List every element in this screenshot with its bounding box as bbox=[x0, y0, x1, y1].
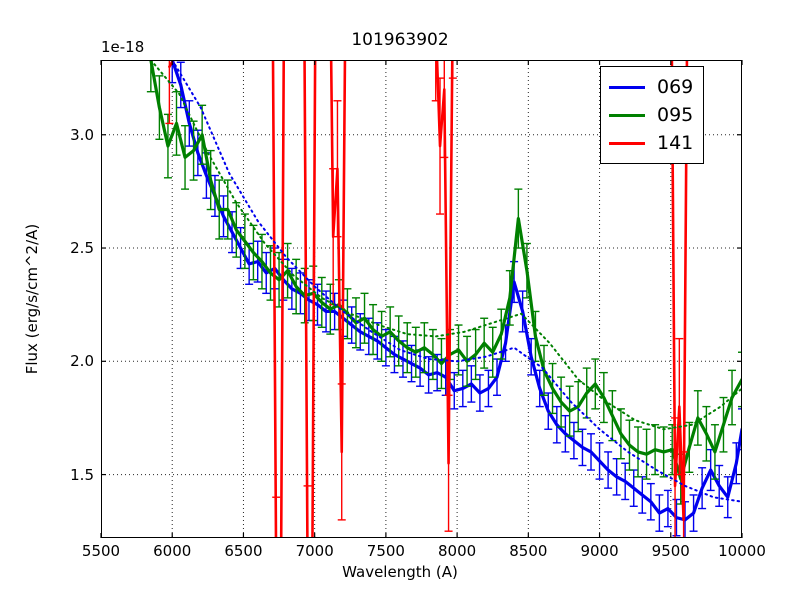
x-tick-label: 8000 bbox=[438, 542, 477, 560]
y-tick-label: 1.5 bbox=[70, 465, 94, 484]
y-axis-offset-label: 1e-18 bbox=[101, 38, 145, 56]
legend-swatch-141 bbox=[609, 141, 645, 145]
legend-item[interactable]: 069 bbox=[609, 73, 693, 101]
chart-title: 101963902 bbox=[351, 30, 449, 50]
legend-swatch-095 bbox=[609, 113, 645, 117]
x-tick-label: 7500 bbox=[366, 542, 405, 560]
legend-swatch-069 bbox=[609, 85, 645, 89]
x-tick-label: 9000 bbox=[580, 542, 619, 560]
legend-label-069: 069 bbox=[657, 75, 694, 98]
plot-area bbox=[101, 60, 742, 538]
legend-item[interactable]: 095 bbox=[609, 101, 693, 129]
y-tick-label: 2.0 bbox=[70, 352, 94, 371]
x-tick-label: 5500 bbox=[81, 542, 121, 560]
x-axis-label: Wavelength (A) bbox=[342, 563, 458, 581]
legend: 069 095 141 bbox=[600, 66, 705, 164]
legend-item[interactable]: 141 bbox=[609, 129, 693, 157]
legend-label-141: 141 bbox=[657, 131, 694, 154]
x-tick-label: 9500 bbox=[651, 542, 690, 560]
x-tick-label: 7000 bbox=[295, 542, 334, 560]
x-tick-label: 6000 bbox=[153, 542, 192, 560]
y-axis-ticks: 1.5 2.0 2.5 3.0 bbox=[8, 0, 94, 600]
x-tick-label: 6500 bbox=[224, 542, 263, 560]
y-tick-label: 2.5 bbox=[70, 239, 94, 258]
y-axis-label: Flux (erg/s/cm^2/A) bbox=[23, 223, 41, 375]
x-tick-label: 8500 bbox=[509, 542, 548, 560]
y-tick-label: 3.0 bbox=[70, 125, 94, 144]
x-tick-label: 10000 bbox=[718, 542, 766, 560]
legend-label-095: 095 bbox=[657, 103, 694, 126]
